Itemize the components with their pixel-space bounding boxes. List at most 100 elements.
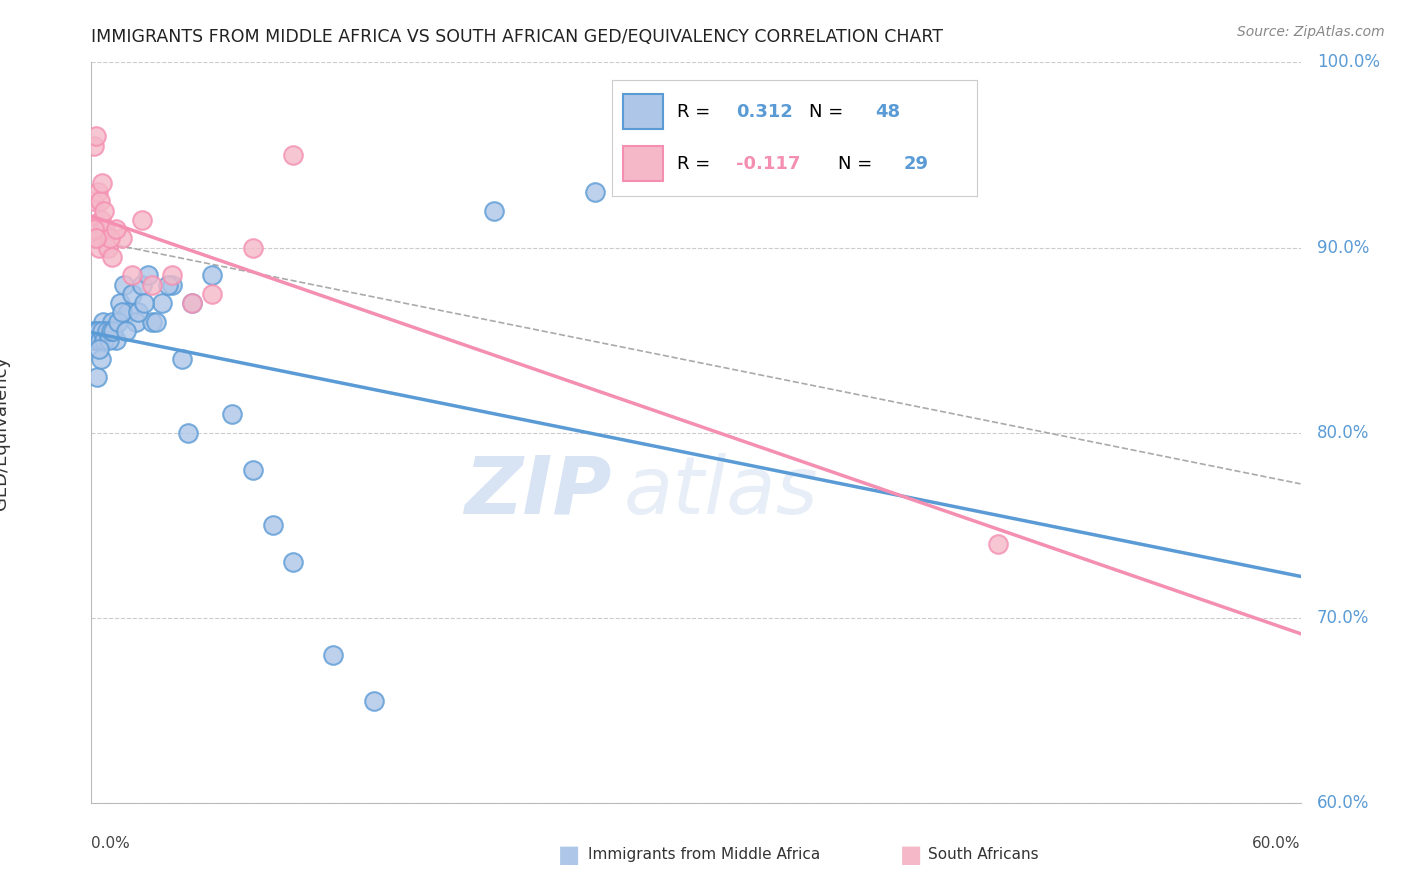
Point: [111, 305, 132, 319]
Point: [181, 296, 204, 310]
Point: [172, 351, 194, 366]
Text: 80.0%: 80.0%: [1316, 424, 1369, 442]
Point: [150, 296, 173, 310]
Text: ZIP: ZIP: [464, 453, 612, 531]
FancyBboxPatch shape: [623, 95, 662, 129]
Point: [160, 268, 183, 283]
Point: [100, 314, 122, 328]
Point: [96, 324, 118, 338]
Point: [131, 277, 153, 292]
Point: [125, 314, 148, 328]
Point: [93, 314, 115, 328]
Point: [242, 240, 264, 254]
Point: [108, 296, 131, 310]
Point: [86, 370, 108, 384]
Text: R =: R =: [678, 155, 717, 173]
Text: ■: ■: [900, 843, 922, 866]
Point: [141, 314, 163, 328]
Text: ■: ■: [558, 843, 581, 866]
Point: [156, 277, 179, 292]
Point: [94, 222, 117, 236]
Point: [107, 314, 129, 328]
Point: [583, 185, 606, 199]
Point: [100, 250, 122, 264]
Point: [177, 425, 200, 440]
Text: 0.0%: 0.0%: [91, 836, 131, 851]
Text: -0.117: -0.117: [735, 155, 800, 173]
Text: N =: N =: [838, 155, 879, 173]
Point: [91, 324, 114, 338]
Text: N =: N =: [808, 103, 849, 120]
Point: [127, 305, 149, 319]
Point: [93, 203, 115, 218]
Point: [104, 222, 127, 236]
Point: [160, 277, 183, 292]
Point: [90, 351, 112, 366]
Point: [121, 268, 143, 283]
Point: [484, 203, 506, 218]
Point: [82, 324, 104, 338]
Point: [987, 536, 1010, 550]
Point: [181, 296, 204, 310]
Point: [86, 231, 108, 245]
Point: [93, 222, 115, 236]
Point: [98, 231, 121, 245]
Point: [281, 148, 304, 162]
Point: [87, 324, 110, 338]
Text: Source: ZipAtlas.com: Source: ZipAtlas.com: [1237, 25, 1385, 39]
Point: [96, 324, 118, 338]
Text: 29: 29: [904, 155, 929, 173]
Point: [97, 333, 120, 347]
Point: [141, 277, 163, 292]
Point: [90, 212, 112, 227]
Point: [89, 194, 111, 209]
Point: [84, 333, 107, 347]
Text: 60.0%: 60.0%: [1316, 794, 1369, 812]
Point: [96, 240, 118, 254]
Point: [83, 333, 105, 347]
Text: IMMIGRANTS FROM MIDDLE AFRICA VS SOUTH AFRICAN GED/EQUIVALENCY CORRELATION CHART: IMMIGRANTS FROM MIDDLE AFRICA VS SOUTH A…: [91, 28, 943, 45]
Text: GED/Equivalency: GED/Equivalency: [0, 356, 10, 509]
Text: 60.0%: 60.0%: [1253, 836, 1301, 851]
Point: [136, 268, 159, 283]
Point: [117, 305, 139, 319]
Point: [145, 314, 167, 328]
Point: [111, 231, 132, 245]
Point: [83, 138, 105, 153]
Point: [87, 185, 110, 199]
Point: [84, 222, 107, 236]
Text: atlas: atlas: [623, 453, 818, 531]
Text: R =: R =: [678, 103, 717, 120]
Point: [91, 176, 114, 190]
Point: [114, 324, 136, 338]
Point: [89, 333, 111, 347]
Text: 100.0%: 100.0%: [1316, 54, 1379, 71]
Point: [89, 343, 111, 357]
Text: 90.0%: 90.0%: [1316, 238, 1369, 257]
Text: 0.312: 0.312: [735, 103, 793, 120]
Text: 70.0%: 70.0%: [1316, 608, 1369, 627]
Point: [104, 333, 127, 347]
Point: [82, 194, 104, 209]
Point: [93, 333, 115, 347]
Text: Immigrants from Middle Africa: Immigrants from Middle Africa: [588, 847, 820, 862]
FancyBboxPatch shape: [623, 146, 662, 181]
Point: [86, 129, 108, 144]
Point: [121, 286, 143, 301]
Point: [100, 324, 122, 338]
Point: [322, 648, 344, 662]
Point: [201, 268, 224, 283]
Point: [201, 286, 224, 301]
Point: [131, 212, 153, 227]
Point: [363, 694, 385, 708]
Point: [83, 222, 105, 236]
Text: 48: 48: [875, 103, 900, 120]
Point: [132, 296, 155, 310]
Point: [89, 240, 111, 254]
Point: [242, 462, 264, 476]
Point: [112, 277, 135, 292]
Point: [262, 518, 284, 533]
Point: [84, 231, 107, 245]
Point: [281, 555, 304, 569]
Point: [101, 324, 124, 338]
